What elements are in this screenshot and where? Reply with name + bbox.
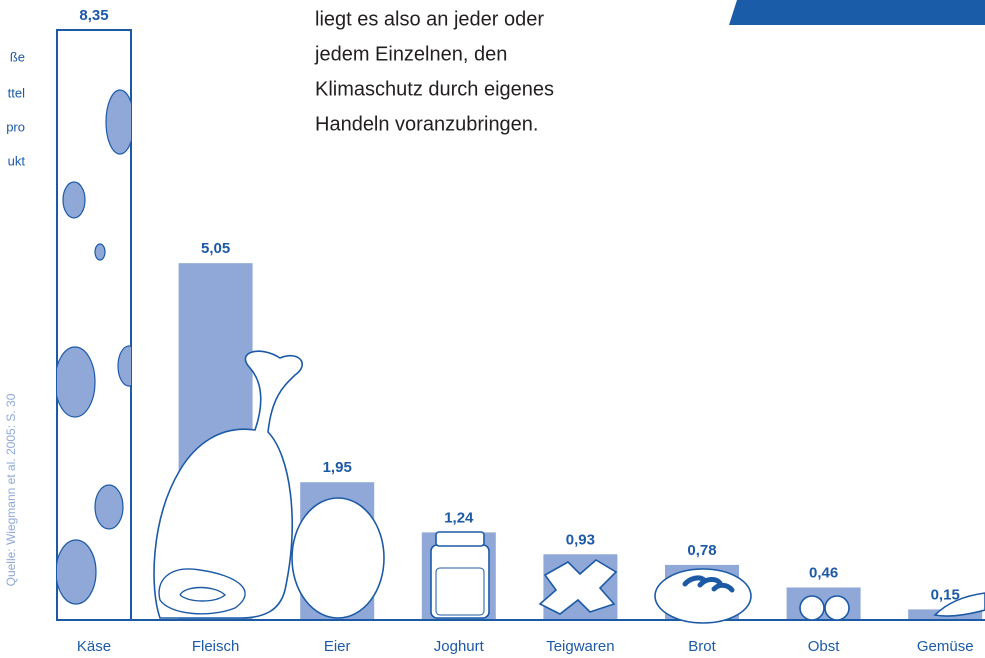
text-line: liegt es also an jeder oder	[315, 8, 544, 30]
side-label: ttel	[8, 85, 25, 100]
illustrations	[57, 89, 985, 624]
value-label: 5,05	[201, 240, 230, 257]
x-tick-label: Käse	[77, 638, 111, 655]
value-label: 0,78	[687, 542, 716, 559]
x-tick-label: Teigwaren	[546, 638, 614, 655]
side-label: ße	[10, 49, 25, 64]
value-label: 0,15	[931, 586, 960, 603]
value-label: 0,93	[566, 531, 595, 548]
text-line: Handeln voranzubringen.	[315, 113, 539, 135]
value-label: 1,24	[444, 509, 474, 526]
value-label: 8,35	[79, 7, 108, 24]
x-tick-label: Eier	[324, 638, 351, 655]
x-tick-label: Fleisch	[192, 638, 240, 655]
source: Quelle: Wiegmann et al. 2005: S. 30	[4, 393, 18, 586]
side-label: ukt	[8, 153, 26, 168]
x-tick-label: Joghurt	[434, 638, 485, 655]
side-label: pro	[6, 119, 25, 134]
x-tick-label: Obst	[808, 638, 841, 655]
text-line: jedem Einzelnen, den	[314, 43, 507, 65]
value-label: 0,46	[809, 564, 838, 581]
x-tick-label: Gemüse	[917, 638, 974, 655]
header-band	[729, 0, 985, 25]
x-tick-label: Brot	[688, 638, 716, 655]
value-label: 1,95	[323, 459, 352, 476]
text-line: Klimaschutz durch eigenes	[315, 78, 554, 100]
